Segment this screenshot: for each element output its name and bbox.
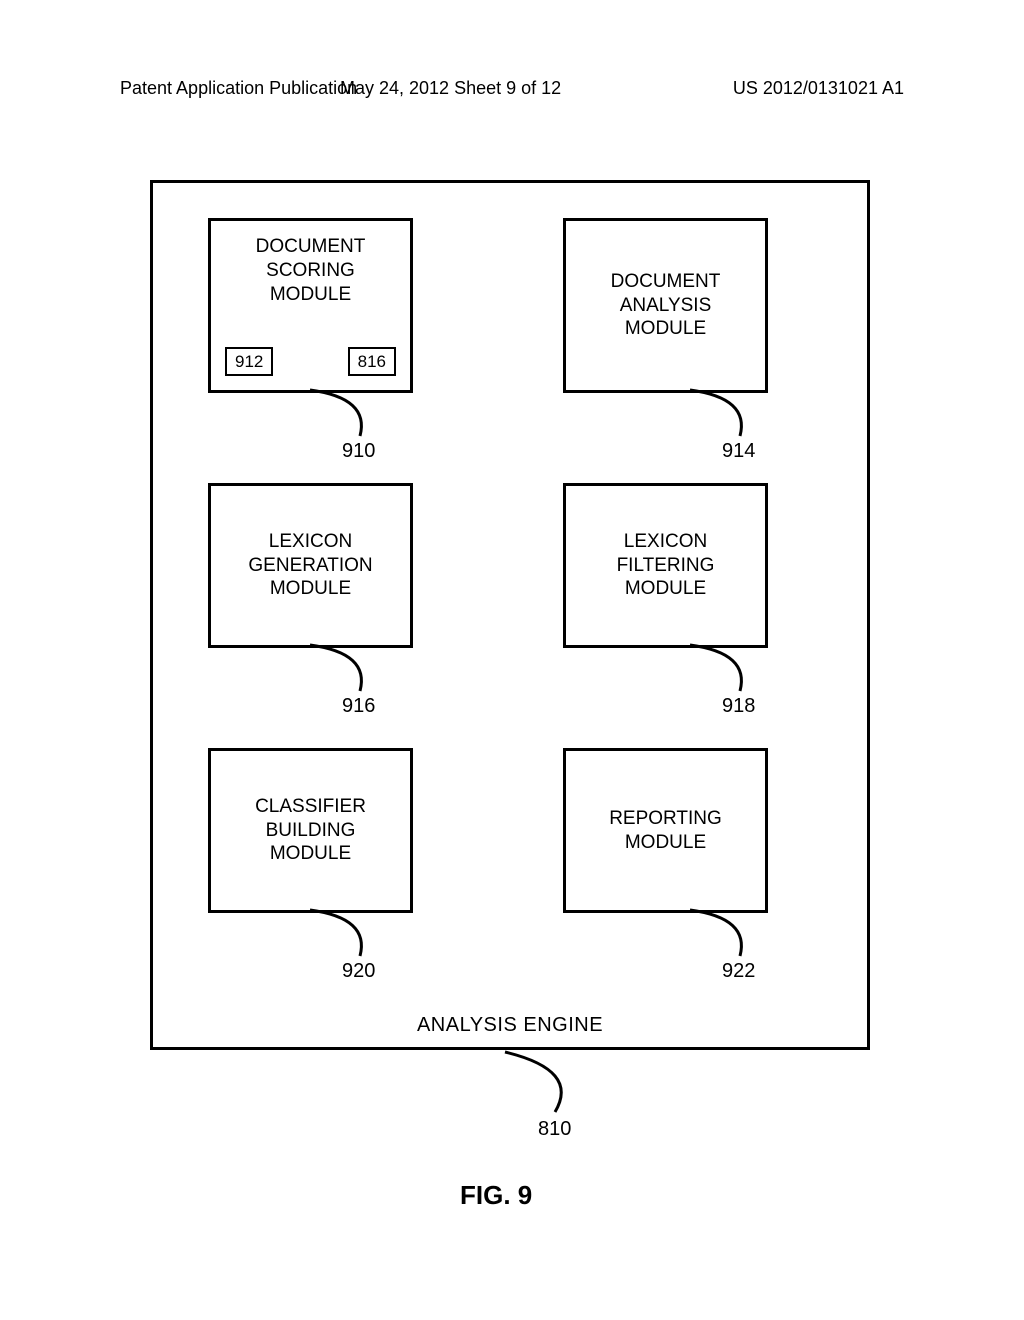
sub-box-912: 912 <box>225 347 273 376</box>
module-line: MODULE <box>625 317 706 341</box>
document-scoring-module: DOCUMENT SCORING MODULE 912 816 <box>208 218 413 393</box>
document-analysis-module: DOCUMENT ANALYSIS MODULE <box>563 218 768 393</box>
classifier-building-module: CLASSIFIER BUILDING MODULE <box>208 748 413 913</box>
header-left: Patent Application Publication <box>120 78 357 99</box>
ref-918: 918 <box>722 695 755 718</box>
ref-920: 920 <box>342 960 375 983</box>
module-line: DOCUMENT <box>611 270 721 294</box>
lead-line-914 <box>680 388 800 443</box>
module-line: MODULE <box>270 577 351 601</box>
module-line: LEXICON <box>624 530 707 554</box>
page: Patent Application Publication May 24, 2… <box>0 0 1024 1320</box>
module-line: ANALYSIS <box>620 294 712 318</box>
module-line: REPORTING <box>609 807 722 831</box>
analysis-engine-label: ANALYSIS ENGINE <box>153 1014 867 1037</box>
module-line: GENERATION <box>248 554 372 578</box>
lead-line-810 <box>500 1050 620 1120</box>
sub-box-816: 816 <box>348 347 396 376</box>
module-line: FILTERING <box>617 554 715 578</box>
module-line: MODULE <box>270 842 351 866</box>
lead-line-922 <box>680 908 800 963</box>
module-line: BUILDING <box>266 819 356 843</box>
lead-line-910 <box>300 388 420 443</box>
lexicon-generation-module: LEXICON GENERATION MODULE <box>208 483 413 648</box>
ref-922: 922 <box>722 960 755 983</box>
header-mid: May 24, 2012 Sheet 9 of 12 <box>340 78 561 99</box>
figure-area: ANALYSIS ENGINE DOCUMENT SCORING MODULE … <box>150 180 870 1120</box>
page-header: Patent Application Publication May 24, 2… <box>0 78 1024 99</box>
ref-914: 914 <box>722 440 755 463</box>
header-right: US 2012/0131021 A1 <box>733 78 904 99</box>
module-line: LEXICON <box>269 530 352 554</box>
module-line: DOCUMENT <box>256 235 366 259</box>
module-line: MODULE <box>625 577 706 601</box>
module-line: SCORING <box>266 259 355 283</box>
lexicon-filtering-module: LEXICON FILTERING MODULE <box>563 483 768 648</box>
module-line: CLASSIFIER <box>255 795 366 819</box>
ref-910: 910 <box>342 440 375 463</box>
ref-916: 916 <box>342 695 375 718</box>
lead-line-916 <box>300 643 420 698</box>
lead-line-920 <box>300 908 420 963</box>
lead-line-918 <box>680 643 800 698</box>
figure-caption: FIG. 9 <box>460 1180 532 1211</box>
module-line: MODULE <box>625 831 706 855</box>
ref-810: 810 <box>538 1118 571 1141</box>
module-line: MODULE <box>270 283 351 307</box>
reporting-module: REPORTING MODULE <box>563 748 768 913</box>
